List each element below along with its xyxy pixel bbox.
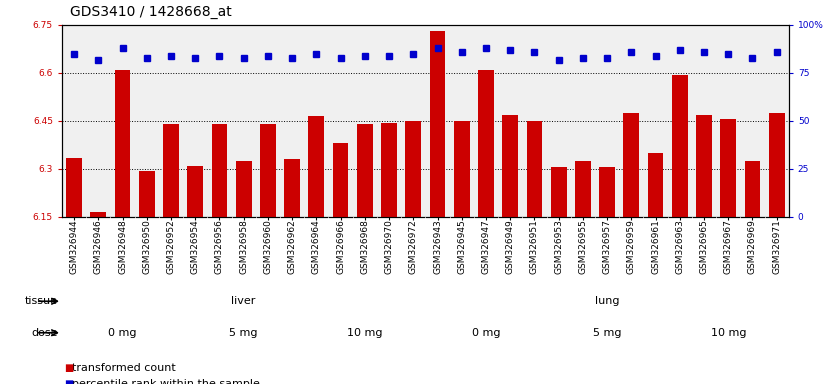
Bar [163, 124, 179, 217]
Text: 10 mg: 10 mg [347, 328, 382, 338]
Text: 0 mg: 0 mg [108, 328, 137, 338]
Text: GSM326952: GSM326952 [167, 219, 175, 274]
Text: tissue: tissue [25, 296, 58, 306]
Text: GSM326971: GSM326971 [772, 219, 781, 274]
Bar [308, 116, 325, 217]
Bar [333, 143, 349, 217]
Text: GSM326964: GSM326964 [312, 219, 320, 274]
Bar [139, 170, 154, 217]
Bar [575, 161, 591, 217]
Text: transformed count: transformed count [72, 363, 176, 373]
Bar [66, 158, 82, 217]
Bar [769, 113, 785, 217]
Bar [744, 161, 761, 217]
Bar [720, 119, 736, 217]
Text: GSM326957: GSM326957 [603, 219, 611, 274]
Text: GSM326960: GSM326960 [263, 219, 273, 274]
Text: GSM326950: GSM326950 [142, 219, 151, 274]
Bar [502, 114, 518, 217]
Bar [430, 31, 445, 217]
Text: GSM326946: GSM326946 [94, 219, 102, 274]
Text: lung: lung [595, 296, 620, 306]
Text: ■: ■ [64, 379, 74, 384]
Text: GSM326951: GSM326951 [530, 219, 539, 274]
Text: GSM326943: GSM326943 [433, 219, 442, 274]
Text: 5 mg: 5 mg [593, 328, 621, 338]
Text: GSM326965: GSM326965 [700, 219, 709, 274]
Bar [551, 167, 567, 217]
Bar [406, 121, 421, 217]
Bar [357, 124, 373, 217]
Text: GSM326962: GSM326962 [287, 219, 297, 274]
Text: GDS3410 / 1428668_at: GDS3410 / 1428668_at [70, 5, 232, 19]
Text: GSM326947: GSM326947 [482, 219, 491, 274]
Text: GSM326970: GSM326970 [385, 219, 393, 274]
Text: GSM326959: GSM326959 [627, 219, 636, 274]
Bar [381, 122, 397, 217]
Bar [478, 70, 494, 217]
Text: 0 mg: 0 mg [472, 328, 501, 338]
Text: GSM326958: GSM326958 [240, 219, 248, 274]
Text: GSM326954: GSM326954 [191, 219, 200, 274]
Text: percentile rank within the sample: percentile rank within the sample [72, 379, 259, 384]
Text: GSM326969: GSM326969 [748, 219, 757, 274]
Text: GSM326963: GSM326963 [676, 219, 684, 274]
Bar [90, 212, 107, 217]
Text: GSM326953: GSM326953 [554, 219, 563, 274]
Text: liver: liver [231, 296, 256, 306]
Bar [260, 124, 276, 217]
Text: GSM326945: GSM326945 [458, 219, 466, 274]
Bar [115, 70, 131, 217]
Text: GSM326961: GSM326961 [651, 219, 660, 274]
Bar [648, 153, 663, 217]
Bar [696, 114, 712, 217]
Text: GSM326967: GSM326967 [724, 219, 733, 274]
Text: GSM326948: GSM326948 [118, 219, 127, 274]
Text: GSM326968: GSM326968 [360, 219, 369, 274]
Bar [211, 124, 227, 217]
Bar [188, 166, 203, 217]
Text: GSM326966: GSM326966 [336, 219, 345, 274]
Text: 10 mg: 10 mg [710, 328, 746, 338]
Bar [624, 113, 639, 217]
Text: 5 mg: 5 mg [230, 328, 258, 338]
Bar [672, 74, 688, 217]
Bar [453, 121, 470, 217]
Bar [599, 167, 615, 217]
Bar [284, 159, 300, 217]
Bar [526, 121, 543, 217]
Text: GSM326944: GSM326944 [69, 219, 78, 274]
Text: ■: ■ [64, 363, 74, 373]
Text: GSM326972: GSM326972 [409, 219, 418, 274]
Bar [235, 161, 252, 217]
Text: GSM326949: GSM326949 [506, 219, 515, 274]
Text: dose: dose [31, 328, 58, 338]
Text: GSM326956: GSM326956 [215, 219, 224, 274]
Text: GSM326955: GSM326955 [578, 219, 587, 274]
